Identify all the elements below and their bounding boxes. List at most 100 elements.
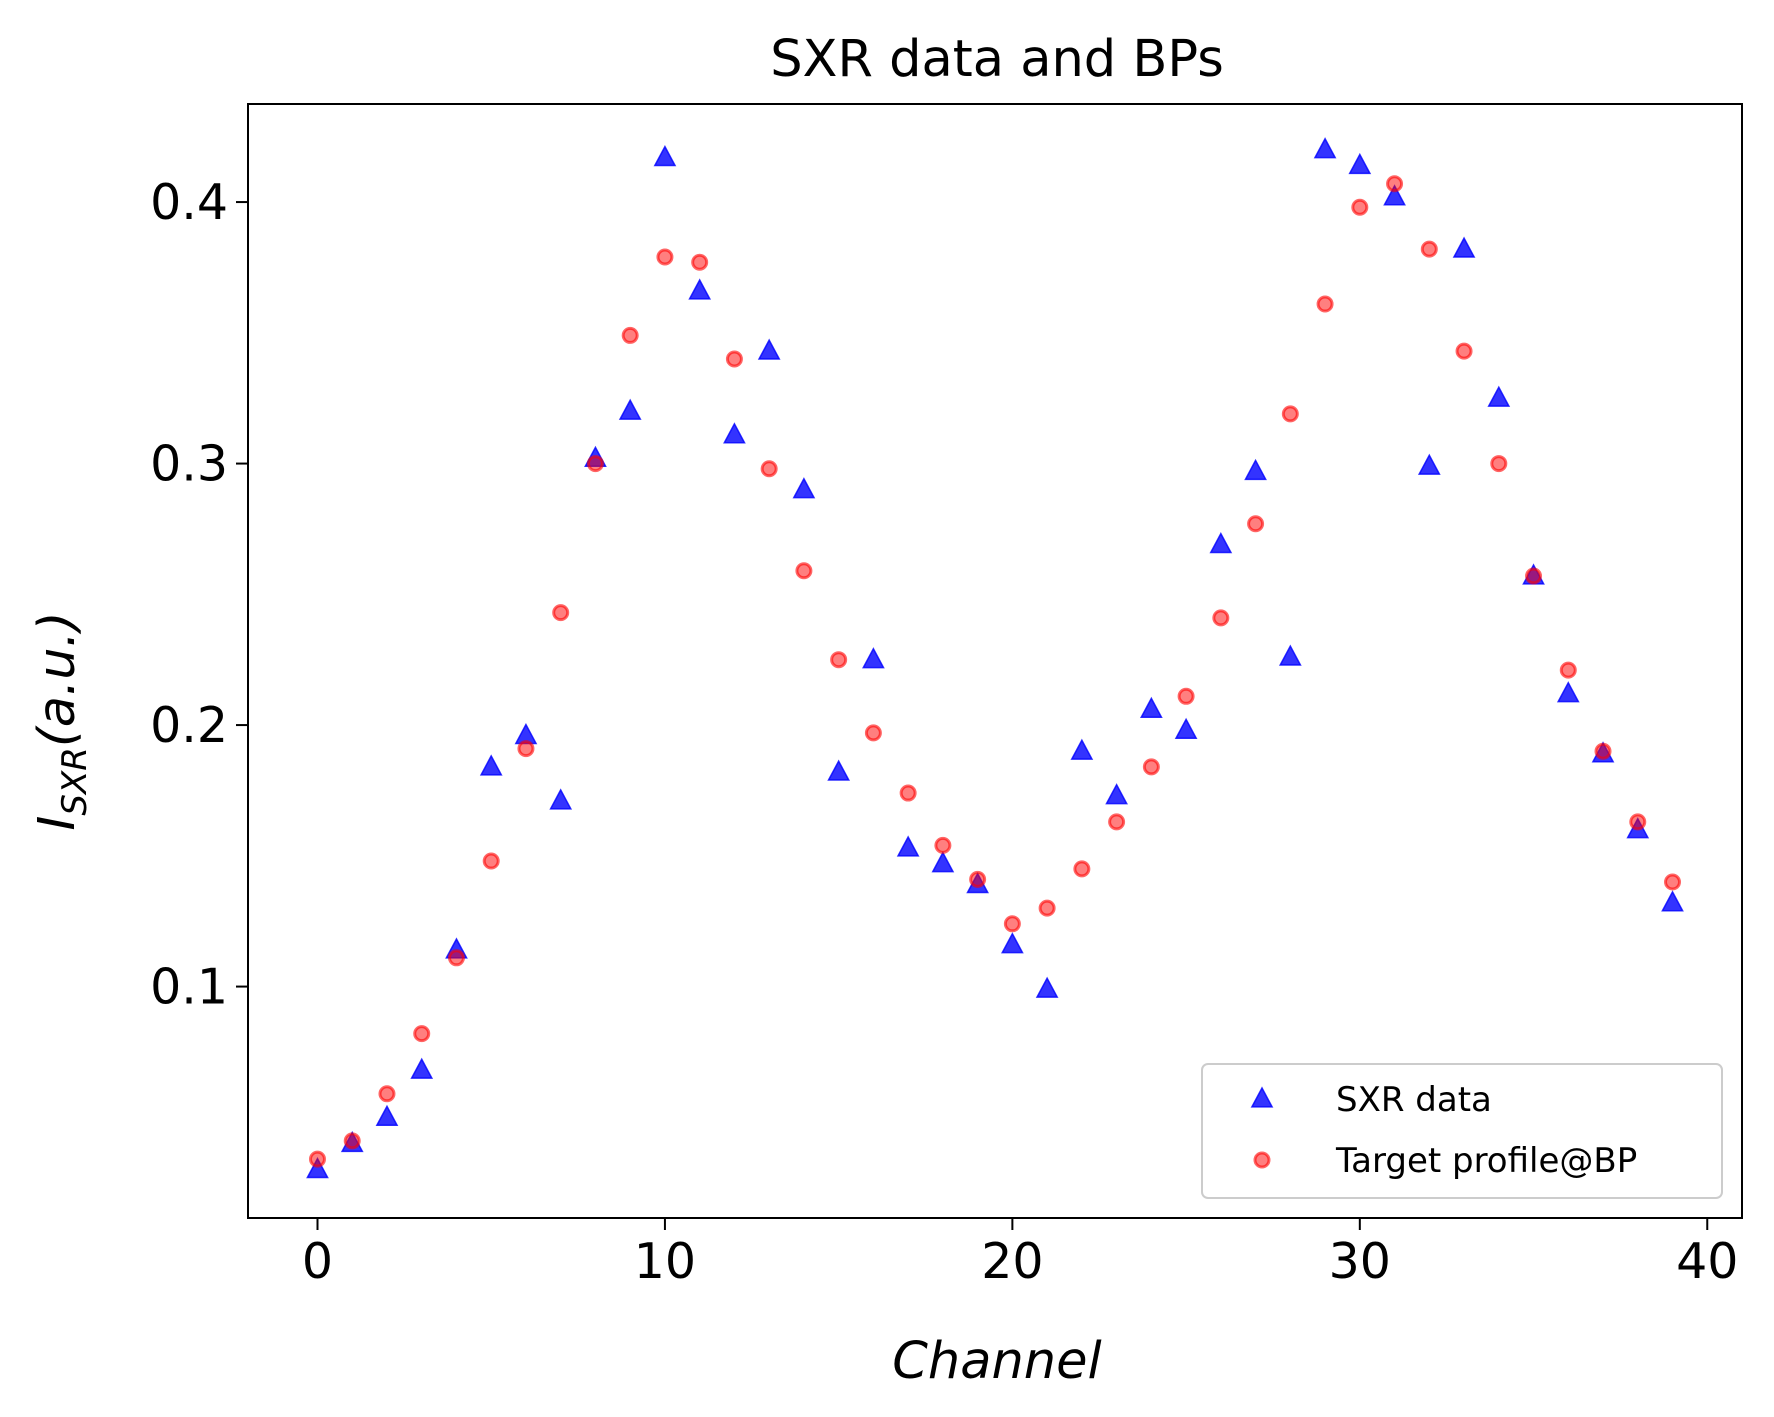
target-profile-point bbox=[1247, 515, 1265, 533]
target-profile-point bbox=[1490, 455, 1508, 473]
sxr-data-point bbox=[375, 1104, 399, 1126]
target-profile-point bbox=[1073, 860, 1091, 878]
sxr-data-point bbox=[1313, 137, 1337, 159]
target-profile-point bbox=[830, 651, 848, 669]
target-profile-point bbox=[1177, 687, 1195, 705]
target-profile-point bbox=[1594, 742, 1612, 760]
sxr-data-point bbox=[862, 647, 885, 669]
sxr-data-point bbox=[549, 788, 573, 810]
target-profile-point bbox=[1351, 198, 1369, 216]
target-profile-point bbox=[586, 455, 604, 473]
target-profile-point bbox=[447, 949, 465, 967]
sxr-data-point bbox=[479, 754, 503, 776]
x-tick-label: 0 bbox=[302, 1233, 333, 1290]
target-profile-point bbox=[1038, 899, 1056, 917]
target-profile-point bbox=[934, 836, 952, 854]
sxr-data-point bbox=[410, 1057, 434, 1079]
target-profile-point bbox=[378, 1085, 396, 1103]
sxr-data-point bbox=[306, 1157, 329, 1179]
legend-label: SXR data bbox=[1336, 1080, 1492, 1120]
target-profile-point bbox=[656, 248, 674, 266]
x-tick-label: 30 bbox=[1329, 1233, 1391, 1290]
target-profile-point bbox=[1212, 609, 1230, 627]
y-axis-label-rest: (a.u.) bbox=[28, 611, 87, 747]
y-tick-label: 0.4 bbox=[150, 174, 228, 231]
target-profile-point bbox=[899, 784, 917, 802]
target-profile-point bbox=[1281, 405, 1299, 423]
target-profile-point bbox=[1003, 915, 1021, 933]
chart-title: SXR data and BPs bbox=[770, 30, 1224, 89]
sxr-data-point bbox=[792, 477, 816, 499]
target-profile-point bbox=[1455, 342, 1473, 360]
target-profile-point bbox=[517, 740, 535, 758]
sxr-data-point bbox=[1348, 152, 1372, 175]
target-profile-point bbox=[1559, 661, 1577, 679]
target-profile-point bbox=[1316, 295, 1334, 313]
target-profile-point bbox=[725, 350, 743, 368]
sxr-data-point bbox=[1661, 890, 1684, 912]
y-axis-label-main: I bbox=[28, 816, 87, 831]
sxr-data-point bbox=[1105, 783, 1128, 805]
sxr-data-point bbox=[1035, 976, 1059, 998]
sxr-data-point bbox=[1244, 458, 1267, 481]
y-axis-label-subscript: SXR bbox=[55, 747, 95, 816]
x-tick-label: 40 bbox=[1676, 1233, 1738, 1290]
sxr-data-point bbox=[723, 422, 746, 444]
x-axis-label: Channel bbox=[892, 1332, 1101, 1391]
sxr-data-point bbox=[931, 851, 955, 873]
sxr-data-point bbox=[1278, 644, 1302, 666]
target-profile-point bbox=[1664, 873, 1682, 891]
sxr-data-point bbox=[1556, 681, 1580, 703]
y-tick-label: 0.1 bbox=[150, 959, 228, 1016]
target-profile-point bbox=[1629, 813, 1647, 831]
target-profile-point bbox=[795, 562, 813, 580]
target-profile-point bbox=[691, 253, 709, 271]
y-axis-label: ISXR(a.u.) bbox=[28, 611, 95, 830]
sxr-data-point bbox=[1070, 738, 1094, 760]
sxr-data-point bbox=[688, 278, 712, 300]
x-tick-label: 10 bbox=[634, 1233, 696, 1290]
sxr-data-point bbox=[1487, 385, 1511, 407]
legend-box bbox=[1201, 1063, 1723, 1199]
target-profile-point bbox=[1386, 175, 1404, 193]
sxr-data-point bbox=[827, 759, 851, 781]
target-profile-point bbox=[343, 1132, 361, 1150]
sxr-data-point bbox=[1174, 717, 1198, 739]
target-profile-point bbox=[1420, 240, 1438, 258]
target-profile-point bbox=[482, 852, 500, 870]
target-profile-point bbox=[1525, 567, 1543, 585]
sxr-data-point bbox=[1452, 236, 1476, 258]
legend-label: Target profile@BP bbox=[1335, 1141, 1637, 1181]
sxr-data-point bbox=[1383, 184, 1406, 206]
sxr-data-point bbox=[896, 835, 920, 857]
target-profile-point bbox=[413, 1025, 431, 1043]
y-tick-label: 0.2 bbox=[150, 697, 228, 754]
target-profile-point bbox=[552, 604, 570, 622]
y-axis-ticks: 0.1 0.2 0.3 0.4 bbox=[150, 174, 248, 1016]
sxr-data-point bbox=[1417, 453, 1441, 475]
target-profile-point bbox=[621, 326, 639, 344]
legend-marker-circle bbox=[1253, 1151, 1271, 1169]
legend-marker-triangle bbox=[1250, 1086, 1274, 1108]
x-tick-label: 20 bbox=[981, 1233, 1043, 1290]
axes-frame bbox=[247, 103, 1743, 1219]
sxr-data-point bbox=[1001, 932, 1024, 954]
series-1 bbox=[308, 175, 1682, 1168]
plot-area bbox=[306, 137, 1684, 1179]
sxr-data-point bbox=[1139, 696, 1163, 719]
sxr-data-point bbox=[618, 398, 642, 420]
target-profile-point bbox=[864, 724, 882, 742]
target-profile-point bbox=[1142, 758, 1160, 776]
sxr-data-point bbox=[757, 338, 781, 360]
x-axis-ticks: 0 10 20 30 40 bbox=[302, 1218, 1738, 1290]
target-profile-point bbox=[760, 460, 778, 478]
target-profile-point bbox=[308, 1150, 326, 1168]
target-profile-point bbox=[969, 870, 987, 888]
y-tick-label: 0.3 bbox=[150, 436, 228, 493]
sxr-data-point bbox=[1209, 532, 1233, 554]
target-profile-point bbox=[1108, 813, 1126, 831]
legend: SXR data Target profile@BP bbox=[1201, 1063, 1723, 1199]
sxr-data-point bbox=[653, 145, 677, 167]
